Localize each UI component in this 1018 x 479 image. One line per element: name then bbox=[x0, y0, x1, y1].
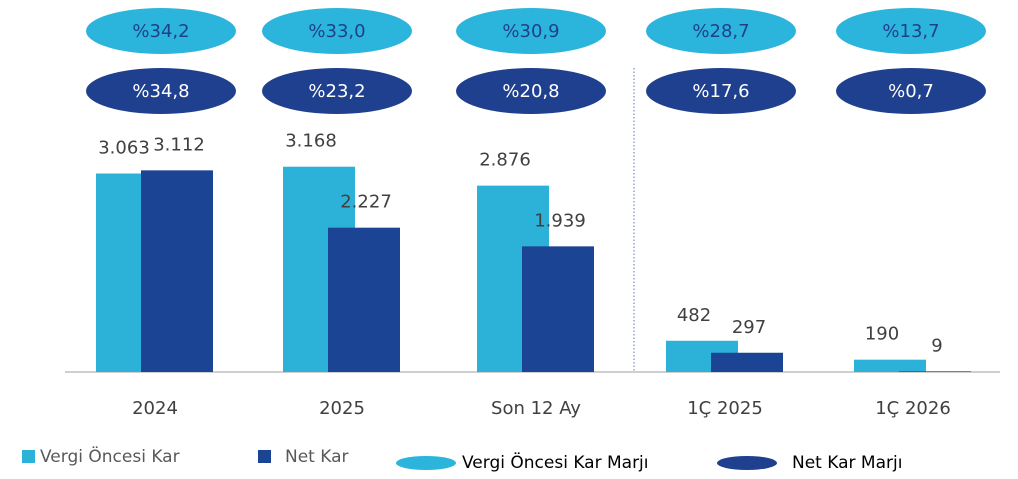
value-label: 9 bbox=[931, 335, 942, 356]
x-tick-label: 1Ç 2026 bbox=[875, 398, 951, 419]
bar bbox=[854, 359, 926, 372]
margin-label: %20,8 bbox=[502, 81, 559, 102]
margin-ellipse bbox=[456, 8, 606, 54]
value-label: 1.939 bbox=[534, 210, 586, 231]
margin-label: %17,6 bbox=[692, 81, 749, 102]
margin-ellipse bbox=[456, 68, 606, 114]
value-label: 482 bbox=[677, 305, 711, 326]
margin-ellipse bbox=[646, 68, 796, 114]
margin-ellipse bbox=[836, 68, 986, 114]
margin-ellipse bbox=[646, 8, 796, 54]
value-label: 190 bbox=[865, 324, 899, 345]
legend-swatch bbox=[258, 450, 271, 463]
margin-ellipse bbox=[86, 8, 236, 54]
value-label: 3.168 bbox=[285, 131, 337, 152]
x-tick-label: 1Ç 2025 bbox=[687, 398, 763, 419]
bar bbox=[899, 371, 971, 372]
x-tick-label: 2024 bbox=[132, 398, 178, 419]
bar bbox=[141, 170, 213, 372]
margin-label: %34,8 bbox=[132, 81, 189, 102]
value-label: 2.227 bbox=[340, 192, 392, 213]
value-label: 3.063 bbox=[98, 138, 150, 159]
legend-label: Vergi Öncesi Kar bbox=[40, 445, 180, 467]
legend-swatch bbox=[396, 456, 456, 470]
margin-ellipse bbox=[86, 68, 236, 114]
x-tick-label: 2025 bbox=[319, 398, 365, 419]
bar bbox=[328, 227, 400, 372]
margin-ellipse bbox=[262, 68, 412, 114]
legend-label: Net Kar bbox=[285, 447, 349, 467]
value-label: 2.876 bbox=[479, 150, 531, 171]
margin-ellipse bbox=[262, 8, 412, 54]
margin-ellipse bbox=[836, 8, 986, 54]
value-label: 297 bbox=[732, 317, 766, 338]
margin-label: %28,7 bbox=[692, 21, 749, 42]
margin-label: %33,0 bbox=[308, 21, 365, 42]
margin-label: %34,2 bbox=[132, 21, 189, 42]
bar bbox=[711, 352, 783, 372]
legend-swatch bbox=[717, 456, 777, 470]
legend-label: Vergi Öncesi Kar Marjı bbox=[462, 451, 649, 473]
legend-swatch bbox=[22, 450, 35, 463]
margin-label: %0,7 bbox=[888, 81, 934, 102]
value-label: 3.112 bbox=[153, 134, 205, 155]
margin-label: %30,9 bbox=[502, 21, 559, 42]
x-tick-label: Son 12 Ay bbox=[491, 398, 581, 419]
margin-label: %23,2 bbox=[308, 81, 365, 102]
margin-label: %13,7 bbox=[882, 21, 939, 42]
bar bbox=[522, 246, 594, 372]
legend-label: Net Kar Marjı bbox=[792, 453, 902, 473]
